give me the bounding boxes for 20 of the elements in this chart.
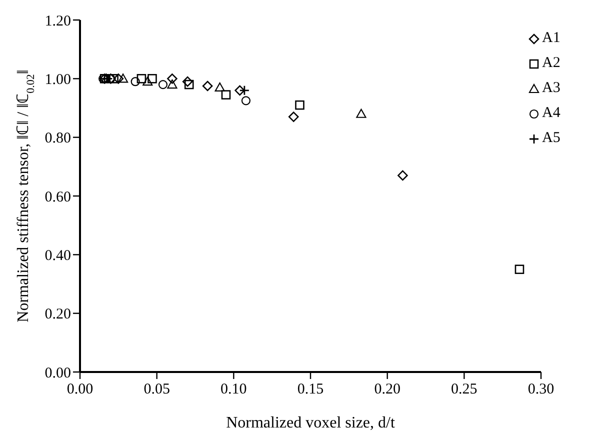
x-tick-label: 0.25 bbox=[451, 382, 478, 398]
x-tick-label: 0.30 bbox=[528, 382, 554, 398]
y-tick-label: 0.20 bbox=[44, 306, 71, 323]
legend-label: A3 bbox=[542, 80, 560, 97]
x-axis-title: Normalized voxel size, d/t bbox=[226, 414, 396, 432]
legend-label: A5 bbox=[542, 130, 560, 147]
x-tick-label: 0.05 bbox=[144, 382, 170, 398]
legend-label: A1 bbox=[542, 30, 560, 47]
y-tick-label: 1.20 bbox=[44, 13, 71, 30]
x-tick-label: 0.10 bbox=[220, 382, 247, 398]
y-tick-label: 0.80 bbox=[44, 130, 71, 147]
x-tick-label: 0.00 bbox=[66, 382, 94, 398]
x-tick-label: 0.20 bbox=[374, 382, 400, 398]
y-tick-label: 0.60 bbox=[44, 189, 71, 206]
y-tick-label: 0.40 bbox=[44, 248, 71, 264]
x-tick-label: 0.15 bbox=[297, 382, 324, 398]
legend-label: A4 bbox=[542, 105, 560, 122]
y-tick-label: 1.00 bbox=[44, 72, 71, 88]
y-tick-label: 0.00 bbox=[44, 365, 71, 382]
legend-label: A2 bbox=[542, 55, 560, 72]
